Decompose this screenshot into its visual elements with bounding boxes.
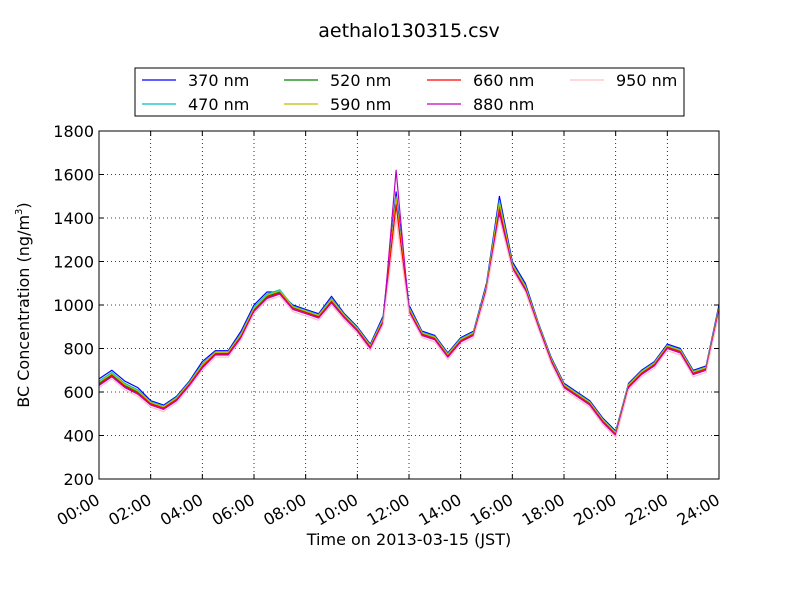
x-tick-label: 02:00 (105, 490, 154, 530)
series-lines (98, 169, 720, 439)
legend: 370 nm 470 nm 520 nm 590 nm 660 nm 880 nm 950 … (134, 67, 685, 117)
y-tick-label: 200 (63, 470, 94, 489)
x-tick-label: 06:00 (209, 490, 258, 530)
y-tick-label: 1400 (53, 209, 94, 228)
y-tick-label: 1600 (53, 166, 94, 185)
legend-label: 950 nm (616, 71, 677, 90)
x-axis-label: Time on 2013-03-15 (JST) (306, 530, 511, 549)
x-tick-label: 00:00 (54, 490, 103, 530)
chart-title: aethalo130315.csv (318, 20, 500, 42)
x-tick-label: 10:00 (312, 490, 361, 530)
legend-label: 370 nm (188, 71, 249, 90)
legend-label: 520 nm (330, 71, 391, 90)
legend-label: 880 nm (473, 95, 534, 114)
y-axis-label-end: ) (14, 202, 33, 208)
legend-label: 470 nm (188, 95, 249, 114)
x-tick-label: 18:00 (519, 490, 568, 530)
x-tick-label: 16:00 (467, 490, 516, 530)
y-tick-labels: 200 400 600 800 1000 1200 1400 1600 1800 (53, 122, 94, 489)
y-tick-label: 600 (63, 383, 94, 402)
y-axis-label-main: BC Concentration (ng/m (14, 215, 33, 408)
y-tick-label: 400 (63, 427, 94, 446)
y-axis-label: BC Concentration (ng/m3) (14, 202, 33, 407)
y-tick-label: 800 (63, 340, 94, 359)
axis-ticks (98, 130, 720, 480)
y-tick-label: 1800 (53, 122, 94, 141)
legend-label: 590 nm (330, 95, 391, 114)
x-tick-label: 08:00 (260, 490, 309, 530)
x-tick-label: 24:00 (674, 490, 723, 530)
y-tick-label: 1000 (53, 296, 94, 315)
x-tick-label: 12:00 (364, 490, 413, 530)
x-tick-label: 20:00 (570, 490, 619, 530)
x-tick-label: 04:00 (157, 490, 206, 530)
series-line-7 (98, 217, 720, 439)
y-tick-label: 1200 (53, 253, 94, 272)
y-axis-label-superscript: 3 (14, 209, 25, 215)
x-tick-labels: 00:00 02:00 04:00 06:00 08:00 10:00 12:00 14:00… (54, 490, 723, 530)
x-tick-label: 14:00 (415, 490, 464, 530)
legend-box (134, 67, 685, 117)
x-tick-label: 22:00 (622, 490, 671, 530)
legend-label: 660 nm (473, 71, 534, 90)
